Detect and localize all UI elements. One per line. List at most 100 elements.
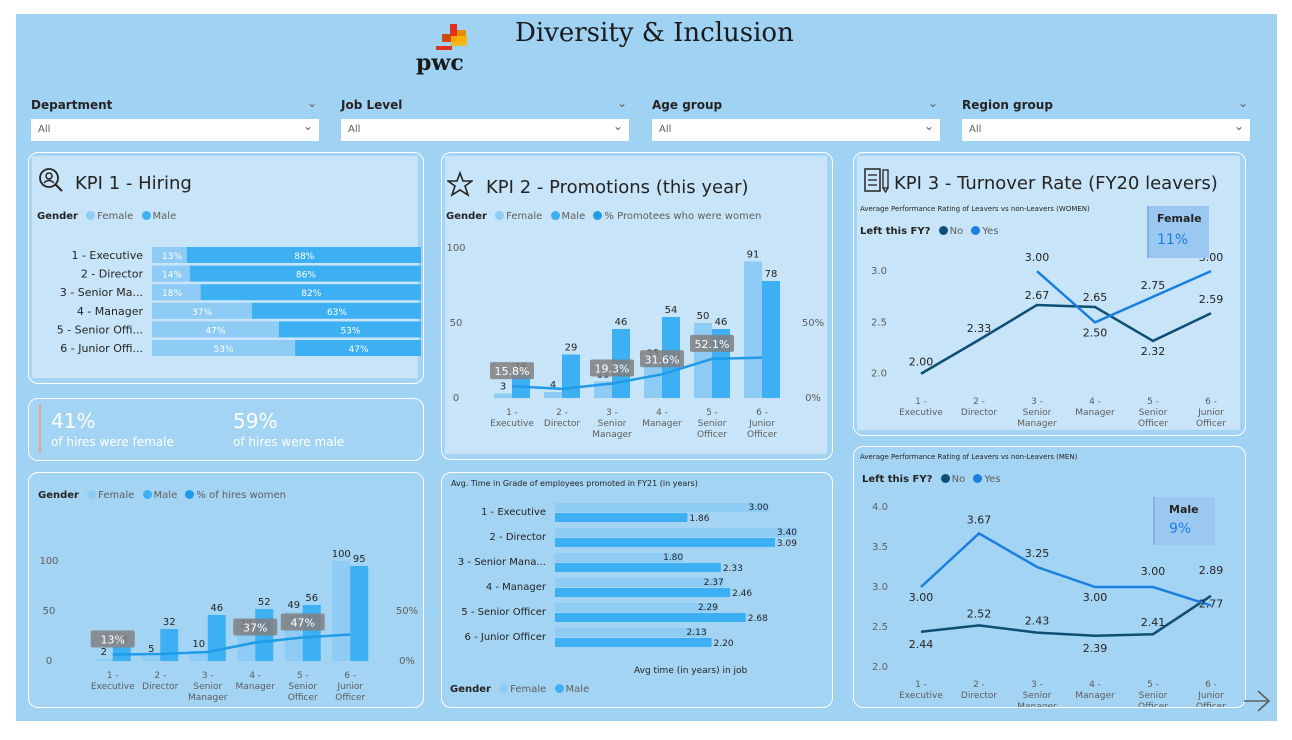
data-label: 3.00 [1083, 591, 1108, 604]
bar-female [555, 628, 707, 637]
data-label: 2.50 [1083, 326, 1108, 339]
line-label-box [490, 362, 534, 380]
data-label: 2.44 [909, 638, 934, 651]
line-data-label: 13% [101, 634, 125, 647]
line-label-box [233, 618, 278, 636]
bar-male [302, 605, 321, 661]
category-label: 3 - Senior Mana... [458, 557, 546, 568]
filter-dropdown[interactable]: All ⌄ [31, 119, 319, 141]
data-label-male: 3.09 [777, 539, 797, 549]
chevron-down-icon: ⌄ [302, 119, 313, 133]
bar-female [152, 265, 190, 282]
pwc-logo-text: pwc [416, 50, 464, 76]
category-label: 3 -Senior Manager [1017, 397, 1057, 429]
pwc-logo-mark [436, 24, 467, 50]
category-label: 6 -Junior Officer [1196, 680, 1226, 707]
filter-value: All [969, 124, 982, 135]
data-label: 3.00 [1025, 251, 1050, 264]
male-hires-value: 59% [233, 409, 278, 433]
pwc-logo: pwc [414, 22, 474, 78]
legend-swatch-male [550, 211, 560, 220]
filter-job-level[interactable]: Job Level ⌄ All ⌄ [341, 96, 629, 141]
line-data-label: 52.1% [695, 338, 730, 351]
data-label-male: 53% [340, 326, 360, 336]
data-label-female: 3.00 [748, 503, 768, 513]
data-label: 3.00 [1141, 565, 1166, 578]
category-label: 3 -Senior Manager [1017, 680, 1057, 707]
legend-yes: Yes [984, 474, 1001, 485]
legend-line: % Promotees who were women [604, 211, 762, 222]
bar-male [295, 340, 421, 356]
filter-dropdown[interactable]: All ⌄ [341, 119, 629, 141]
data-label-male: 2.20 [714, 639, 734, 649]
data-label-male: 2.46 [732, 589, 752, 599]
female-hires-text: of hires were female [51, 435, 174, 449]
bar-male [186, 247, 421, 263]
line-data-label: 31.6% [645, 353, 680, 366]
next-page-arrow-icon[interactable] [1242, 688, 1272, 714]
bar-female [189, 651, 208, 661]
data-label: 2.33 [967, 322, 992, 335]
bar-male [251, 302, 421, 319]
kpi3-inner [857, 156, 1240, 430]
bar-female [94, 659, 113, 661]
chevron-down-icon[interactable]: ⌄ [306, 96, 317, 110]
legend-swatch-no [940, 474, 950, 483]
category-label: 1 -Executive [899, 680, 943, 701]
bar-female [152, 302, 252, 319]
card-value: 9% [1169, 521, 1192, 537]
data-label: 2.59 [1199, 293, 1224, 306]
data-label-female: 13% [162, 252, 182, 262]
filter-label: Job Level [341, 98, 403, 112]
bar-female [142, 656, 161, 661]
data-label-male: 2.33 [723, 564, 743, 574]
filter-age-group[interactable]: Age group ⌄ All ⌄ [652, 96, 940, 141]
data-label-male: 46 [715, 317, 728, 328]
chevron-down-icon: ⌄ [612, 119, 623, 133]
category-label: 1 -Executive [91, 671, 135, 692]
data-label-female: 2 [101, 647, 107, 658]
data-label: 3.25 [1025, 547, 1050, 560]
category-label: 4 - Manager [486, 582, 547, 593]
category-label: 6 - Junior Offi... [60, 342, 143, 355]
y-tick-label: 100 [39, 556, 58, 567]
bar-male [555, 538, 775, 547]
men-chart-title: Average Performance Rating of Leavers vs… [860, 453, 1078, 461]
filter-dropdown[interactable]: All ⌄ [652, 119, 940, 141]
chevron-down-icon[interactable]: ⌄ [616, 96, 627, 110]
category-label: 1 - Executive [71, 249, 143, 262]
filter-department[interactable]: Department ⌄ All ⌄ [31, 96, 319, 141]
data-label-female: 100 [332, 549, 351, 560]
legend-swatch-female [86, 211, 96, 220]
bar-male [562, 354, 580, 398]
data-label: 3.00 [909, 591, 934, 604]
bar-female [555, 553, 684, 562]
filter-region-group[interactable]: Region group ⌄ All ⌄ [962, 96, 1250, 141]
bar-female [744, 261, 762, 398]
series-line [1036, 269, 1212, 324]
male-hires-text: of hires were male [233, 435, 345, 449]
legend-swatch-female [87, 490, 97, 499]
data-label: 2.77 [1199, 597, 1224, 610]
category-label: 1 - Executive [481, 507, 546, 518]
data-label-male: 32 [163, 617, 176, 628]
filter-dropdown[interactable]: All ⌄ [962, 119, 1250, 141]
kpi2-panel: KPI 2 - Promotions (this year) Gender Fe… [441, 152, 833, 460]
y-tick-label: 0 [453, 393, 459, 404]
chevron-down-icon[interactable]: ⌄ [1237, 96, 1248, 110]
time-chart-legend: Gender Female Male [450, 684, 589, 695]
y-tick-label: 2.0 [871, 369, 887, 380]
data-label: 2.43 [1025, 615, 1050, 628]
y-tick-label: 3.5 [872, 542, 888, 553]
category-label: 5 -Senior Officer [288, 671, 318, 703]
category-label: 3 -Senior Manager [592, 408, 632, 440]
legend-male: Male [153, 490, 178, 501]
time-chart-xlabel: Avg time (in years) in job [634, 666, 748, 676]
legend-female: Female [510, 684, 547, 695]
chevron-down-icon[interactable]: ⌄ [927, 96, 938, 110]
kpi1-stacked-bar-chart: 1 - Executive 13% 88% 2 - Director 14% 86% 3 -… [57, 247, 421, 356]
category-label: 6 - Junior Officer [465, 632, 547, 643]
data-label-female: 49 [287, 600, 300, 611]
search-person-icon [39, 168, 63, 192]
category-label: 5 - Senior Offi... [57, 323, 143, 336]
